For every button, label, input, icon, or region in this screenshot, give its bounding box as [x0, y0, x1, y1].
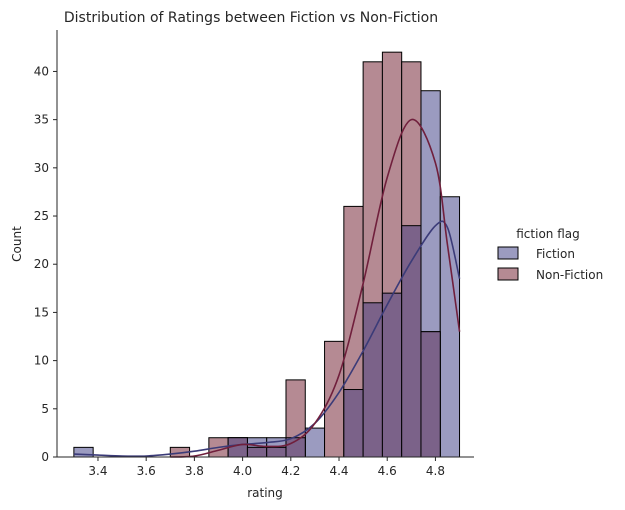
x-tick-label: 3.6 — [137, 464, 156, 478]
y-tick-label: 15 — [34, 305, 49, 319]
legend-swatch-non-fiction — [497, 267, 519, 281]
x-axis-label: rating — [247, 486, 283, 500]
x-tick-label: 4.4 — [329, 464, 348, 478]
y-tick-label: 25 — [34, 209, 49, 223]
bar-overlap-16 — [381, 292, 403, 458]
x-tick-label: 3.4 — [88, 464, 107, 478]
legend: fiction flag Fiction Non-Fiction — [497, 227, 603, 282]
bar-overlap-15 — [362, 302, 383, 458]
x-tick-label: 3.8 — [185, 464, 204, 478]
x-tick-label: 4.8 — [426, 464, 445, 478]
y-tick-label: 0 — [41, 450, 49, 464]
legend-swatch-fiction — [497, 246, 519, 260]
y-tick-label: 40 — [34, 64, 49, 78]
x-tick-label: 4.6 — [378, 464, 397, 478]
y-tick-label: 30 — [34, 161, 49, 175]
overlap-bars — [227, 225, 441, 458]
legend-label-fiction: Fiction — [536, 247, 575, 261]
bar-overlap-10 — [266, 446, 287, 458]
x-axis-ticks: 3.4 3.6 3.8 4.0 4.2 4.4 4.6 4.8 — [88, 457, 445, 478]
y-tick-label: 5 — [41, 402, 49, 416]
kde-curves — [73, 118, 461, 458]
y-tick-label: 10 — [34, 354, 49, 368]
x-tick-label: 4.0 — [233, 464, 252, 478]
y-tick-label: 35 — [34, 113, 49, 127]
kde-line-fiction — [73, 220, 461, 458]
x-tick-label: 4.2 — [281, 464, 300, 478]
chart-title: Distribution of Ratings between Fiction … — [64, 10, 438, 26]
legend-label-non-fiction: Non-Fiction — [536, 268, 603, 282]
legend-title: fiction flag — [516, 227, 580, 241]
bar-overlap-14 — [343, 389, 364, 458]
y-tick-label: 20 — [34, 257, 49, 271]
y-axis-label: Count — [10, 226, 24, 262]
bar-overlap-18 — [420, 331, 441, 458]
bar-overlap-9 — [246, 446, 268, 458]
kde-line-non-fiction — [170, 118, 461, 458]
y-axis-ticks: 0 5 10 15 20 25 30 35 40 — [34, 64, 57, 464]
